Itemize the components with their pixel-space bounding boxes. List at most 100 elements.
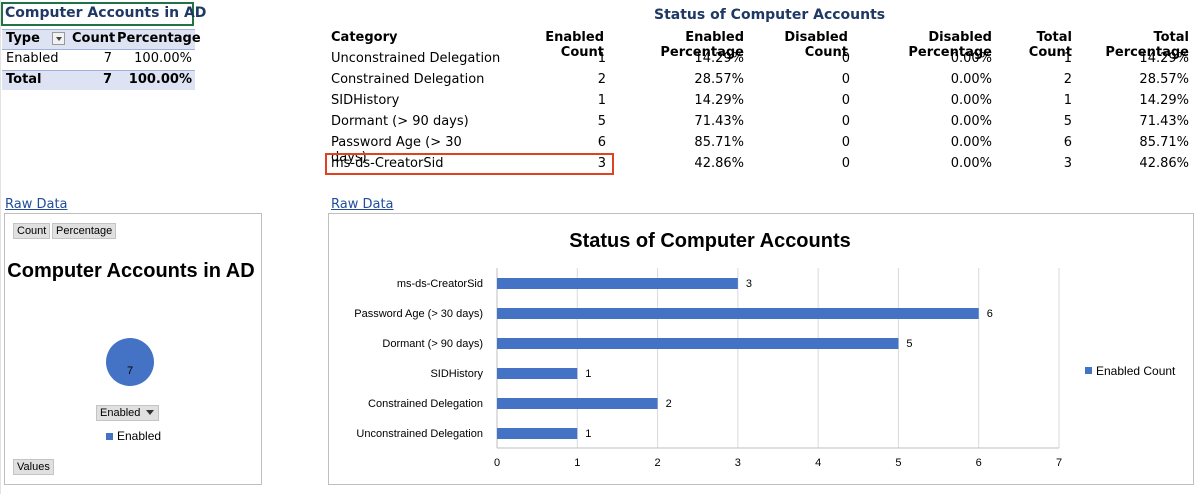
status-row-total-count: 5 [1063, 114, 1072, 129]
status-row-disabled-count: 0 [841, 156, 850, 171]
bar-chart-plot: 0 1 2 3 4 5 6 7 ms-ds-CreatorSid 3 Password Age (>… [354, 268, 1176, 469]
status-row-enabled-percentage: 14.29% [694, 93, 744, 108]
highlight-annotation-box [325, 153, 614, 175]
pie-chart-plot: 7 [106, 338, 154, 386]
type-filter-dropdown-icon[interactable] [52, 32, 65, 45]
bar-2 [497, 338, 899, 349]
y-category-label: Dormant (> 90 days) [382, 338, 483, 350]
x-tick-label: 1 [574, 457, 580, 469]
status-row-enabled-count: 1 [597, 51, 606, 66]
percentage-field-button[interactable]: Percentage [52, 223, 117, 239]
raw-data-link-right[interactable]: Raw Data [331, 197, 394, 212]
status-table-title: Status of Computer Accounts [654, 7, 886, 23]
header-disabled-percentage: Disabled Percentage [908, 30, 992, 60]
bar-data-label: 1 [585, 368, 591, 380]
legend-label: Enabled Count [1096, 364, 1176, 378]
header-enabled-count: Enabled Count [545, 30, 604, 60]
status-row-disabled-percentage: 0.00% [950, 135, 992, 150]
status-row-category: ms-ds-CreatorSid [331, 156, 444, 171]
pivot-total-row [2, 70, 195, 90]
bar-data-label: 6 [987, 308, 993, 320]
legend-swatch [1085, 367, 1092, 374]
header-disabled-count: Disabled Count [784, 30, 848, 60]
pie-chart-title: Computer Accounts in AD [7, 260, 255, 282]
status-row-enabled-percentage: 28.57% [694, 72, 744, 87]
y-category-label: Password Age (> 30 days) [354, 308, 483, 320]
header-category: Category [331, 30, 398, 45]
status-row-total-count: 2 [1063, 72, 1072, 87]
bar-4 [497, 398, 658, 409]
status-row-category: Dormant (> 90 days) [331, 114, 469, 129]
bar-5 [497, 428, 578, 439]
status-row-total-count: 6 [1063, 135, 1072, 150]
bar-chart-title: Status of Computer Accounts [569, 230, 851, 252]
raw-data-link-left[interactable]: Raw Data [5, 197, 68, 212]
status-row-enabled-percentage: 14.29% [694, 51, 744, 66]
bar-3 [497, 368, 578, 379]
status-row-enabled-percentage: 85.71% [694, 135, 744, 150]
pivot-title: Computer Accounts in AD [5, 5, 207, 21]
pivot-title-cell[interactable] [1, 2, 194, 26]
y-category-label: Constrained Delegation [368, 398, 483, 410]
pivot-header-row [2, 29, 195, 50]
header-total-count: Total Count [1028, 30, 1072, 60]
bar-data-label: 2 [666, 398, 672, 410]
x-tick-label: 4 [815, 457, 821, 469]
status-row-total-percentage: 28.57% [1139, 72, 1189, 87]
status-row-total-count: 3 [1063, 156, 1072, 171]
status-row-total-percentage: 14.29% [1139, 51, 1189, 66]
status-row-category: Unconstrained Delegation [331, 51, 501, 66]
status-row-total-percentage: 14.29% [1139, 93, 1189, 108]
pivot-row-count: 7 [103, 51, 112, 66]
pivot-total-label: Total [6, 72, 42, 87]
enabled-filter-button[interactable]: Enabled [96, 405, 160, 421]
status-row-enabled-count: 5 [597, 114, 606, 129]
pivot-row-type: Enabled [6, 51, 59, 66]
x-tick-label: 3 [735, 457, 741, 469]
status-row-category: SIDHistory [331, 93, 400, 108]
status-row-disabled-percentage: 0.00% [950, 51, 992, 66]
x-tick-label: 5 [895, 457, 901, 469]
pie-legend-label: Enabled [117, 429, 162, 443]
pivot-header-count: Count [72, 31, 116, 46]
y-category-label: ms-ds-CreatorSid [397, 278, 483, 290]
pivot-total-percentage: 100.00% [128, 72, 192, 87]
bar-data-label: 1 [585, 428, 591, 440]
pie-slice-data-label: 7 [127, 365, 133, 377]
x-tick-label: 7 [1056, 457, 1062, 469]
status-row-disabled-count: 0 [841, 93, 850, 108]
pivot-header-percentage: Percentage [117, 31, 201, 46]
bar-data-label: 5 [906, 338, 912, 350]
enabled-filter-label: Enabled [100, 407, 141, 419]
status-row-enabled-percentage: 42.86% [694, 156, 744, 171]
bar-1 [497, 308, 979, 319]
pivot-total-count: 7 [102, 72, 112, 87]
filter-dropdown-icon[interactable] [146, 410, 154, 415]
status-row-enabled-count: 3 [597, 156, 606, 171]
count-field-button[interactable]: Count [13, 223, 51, 239]
status-row-disabled-percentage: 0.00% [950, 114, 992, 129]
status-row-disabled-count: 0 [841, 135, 850, 150]
bar-data-label: 3 [746, 278, 752, 290]
status-row-disabled-count: 0 [841, 114, 850, 129]
x-tick-label: 0 [494, 457, 500, 469]
bar-0 [497, 278, 738, 289]
status-row-total-percentage: 42.86% [1139, 156, 1189, 171]
status-row-total-percentage: 85.71% [1139, 135, 1189, 150]
status-row-disabled-percentage: 0.00% [950, 156, 992, 171]
status-row-enabled-count: 6 [597, 135, 606, 150]
y-category-label: SIDHistory [430, 368, 483, 380]
values-field-button[interactable]: Values [13, 459, 54, 475]
x-tick-label: 6 [976, 457, 982, 469]
status-row-disabled-count: 0 [841, 51, 850, 66]
status-row-total-count: 1 [1063, 51, 1072, 66]
header-total-percentage: Total Percentage [1105, 30, 1189, 60]
status-row-total-count: 1 [1063, 93, 1072, 108]
y-category-label: Unconstrained Delegation [356, 428, 483, 440]
header-enabled-percentage: Enabled Percentage [660, 30, 744, 60]
status-row-enabled-count: 2 [597, 72, 606, 87]
status-row-disabled-count: 0 [841, 72, 850, 87]
status-row-disabled-percentage: 0.00% [950, 72, 992, 87]
status-row-enabled-percentage: 71.43% [694, 114, 744, 129]
status-row-total-percentage: 71.43% [1139, 114, 1189, 129]
